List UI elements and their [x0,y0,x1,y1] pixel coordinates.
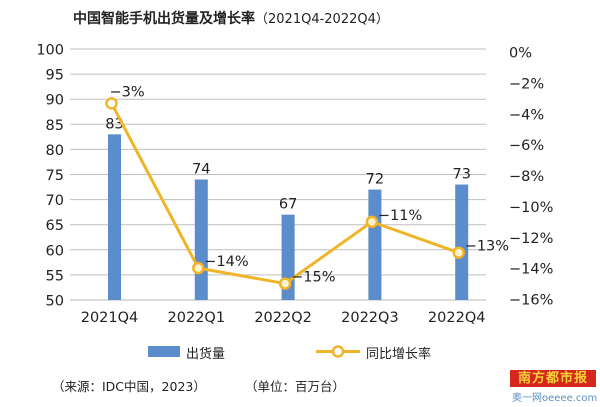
right-tick-label: −14% [509,262,553,278]
legend-label-growth: 同比增长率 [366,347,432,362]
chart-title: 中国智能手机出货量及增长率（2021Q4-2022Q4） [73,8,389,28]
bar-shipments [108,134,121,300]
right-tick-label: −2% [509,76,544,92]
growth-value-label: −13% [465,239,509,255]
x-tick-label: 2021Q4 [81,310,139,326]
legend [148,345,360,358]
x-tick-label: 2022Q2 [254,310,312,326]
right-tick-label: −8% [509,169,544,185]
bar-shipments [194,179,208,300]
bar-shipments [455,184,469,300]
left-tick-label: 75 [46,168,64,184]
x-tick-label: 2022Q4 [428,310,486,326]
right-axis-ticks: 0% −2% −4% −6% −8% −10% −12% −14% −16% [509,46,553,309]
right-tick-label: −12% [509,231,553,247]
growth-value-label: −11% [378,208,422,224]
left-tick-label: 80 [46,143,64,159]
left-tick-label: 55 [46,268,64,284]
left-tick-label: 95 [46,68,64,84]
left-tick-label: 50 [46,294,64,310]
chart-title-period: （2021Q4-2022Q4） [255,12,389,27]
legend-swatch-shipments [148,346,180,357]
left-tick-label: 85 [46,118,64,134]
growth-marker [278,277,292,290]
growth-line: −3% −14% −15% −11% −13% [105,84,509,290]
bar-value-label: 74 [192,162,210,178]
left-tick-label: 60 [46,243,64,259]
bar-shipments [368,189,382,300]
x-tick-label: 2022Q1 [168,310,226,326]
x-tick-label: 2022Q3 [341,310,399,326]
bar-value-label: 73 [452,167,470,183]
watermark-logo: 南方都市报 [510,370,596,387]
left-tick-label: 100 [36,43,64,59]
growth-marker [365,215,379,229]
right-tick-label: 0% [509,46,532,62]
growth-value-label: −3% [110,84,145,100]
watermark-site: 奥一网oeeee.com [512,393,598,404]
left-tick-label: 65 [46,218,64,234]
left-tick-label: 90 [46,93,64,109]
legend-label-shipments: 出货量 [186,347,226,362]
growth-value-label: −14% [204,254,248,270]
right-tick-label: −6% [509,138,544,154]
bar-value-label: 67 [279,197,297,213]
growth-value-label: −15% [291,270,335,286]
unit-note: （单位：百万台） [245,379,346,394]
source-note: （来源：IDC中国，2023） [52,379,206,394]
growth-marker [105,97,118,110]
growth-marker [452,246,465,259]
x-axis-labels: 2021Q4 2022Q1 2022Q2 2022Q3 2022Q4 [81,310,486,326]
bar-value-label: 72 [366,172,384,188]
chart-title-main: 中国智能手机出货量及增长率 [73,11,255,27]
left-tick-label: 70 [46,193,64,209]
left-axis-ticks: 100 95 90 85 80 75 70 65 60 55 50 [36,43,64,310]
legend-swatch-growth-marker [331,345,345,358]
right-tick-label: −4% [509,107,544,123]
right-tick-label: −16% [509,293,553,309]
growth-marker [192,261,205,275]
right-tick-label: −10% [509,200,553,216]
gridlines [70,48,486,301]
